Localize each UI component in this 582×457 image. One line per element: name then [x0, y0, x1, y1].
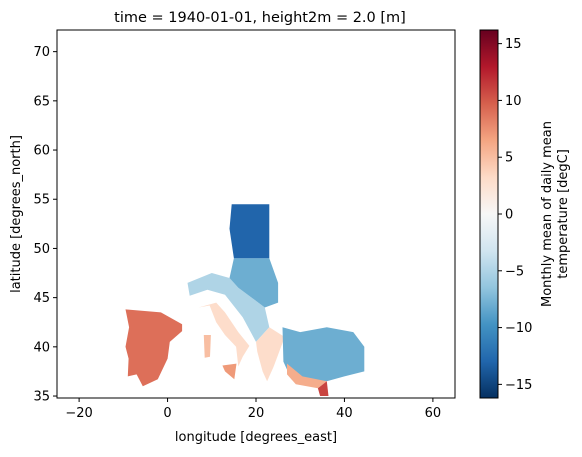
x-tick-label: 40: [336, 406, 353, 421]
region-iberia: [125, 309, 183, 387]
x-axis-label: longitude [degrees_east]: [175, 430, 337, 445]
colorbar-tick-label: 10: [505, 94, 522, 109]
colorbar-ticks: −15 −10 −5 0 5 10 15: [498, 37, 532, 393]
region-anatolia: [282, 327, 365, 384]
colorbar-tick-label: 15: [505, 37, 522, 52]
region-turkey-south-coast: [287, 363, 327, 389]
region-central-block: [229, 258, 279, 308]
region-sardinia: [203, 335, 211, 358]
x-tick-label: 0: [163, 406, 171, 421]
region-sicily: [222, 363, 237, 380]
region-italy: [198, 302, 250, 367]
chart-title: time = 1940-01-01, height2m = 2.0 [m]: [114, 10, 406, 26]
colorbar-tick-label: 5: [505, 151, 513, 166]
colorbar-label-line2: temperature [degC]: [556, 149, 571, 279]
colorbar: [479, 29, 499, 399]
region-north-block: [229, 204, 270, 259]
y-axis-label: latitude [degrees_north]: [9, 135, 24, 293]
region-alps-balkans: [187, 273, 270, 342]
heatmap-regions: [125, 204, 365, 396]
colorbar-tick-label: −15: [505, 378, 532, 393]
y-tick-label: 35: [33, 390, 50, 405]
y-tick-label: 70: [33, 45, 50, 60]
y-tick-label: 40: [33, 340, 50, 355]
colorbar-tick-label: 0: [505, 208, 513, 223]
y-tick-label: 50: [33, 242, 50, 257]
y-tick-label: 65: [33, 94, 50, 109]
x-axis: −20 0 20 40 60: [65, 398, 441, 421]
x-tick-label: 20: [248, 406, 265, 421]
colorbar-tick-label: −5: [505, 264, 524, 279]
y-tick-label: 55: [33, 193, 50, 208]
y-tick-label: 60: [33, 144, 50, 159]
y-tick-label: 45: [33, 291, 50, 306]
x-tick-label: −20: [65, 406, 92, 421]
colorbar-tick-label: −10: [505, 321, 532, 336]
colorbar-label-line1: Monthly mean of daily mean: [540, 121, 555, 307]
y-axis: 35 40 45 50 55 60 65 70: [33, 45, 57, 405]
region-greece: [256, 327, 285, 382]
region-levant: [317, 381, 329, 396]
x-tick-label: 60: [425, 406, 442, 421]
